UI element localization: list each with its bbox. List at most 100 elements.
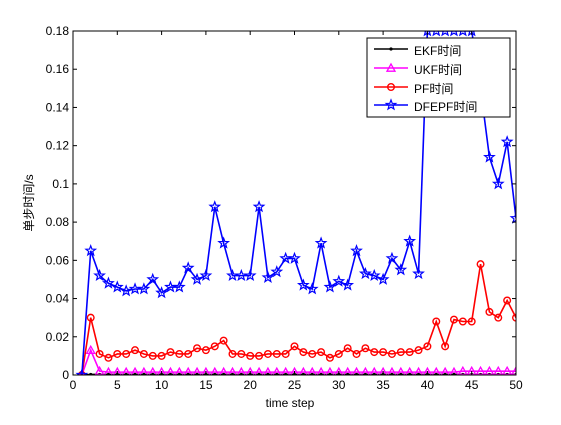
legend-entry-ukf: UKF时间 [374, 62, 462, 77]
data-point-ekf-point-marker [133, 372, 137, 375]
data-point-dfepf-star-marker [491, 177, 505, 190]
data-point-ekf-point-marker [346, 372, 350, 375]
data-point-ekf-point-marker [301, 372, 305, 375]
data-point-dfepf-star-marker [296, 278, 310, 291]
data-point-ukf-triangle-marker [148, 366, 158, 375]
data-point-pf-circle-marker [86, 313, 95, 322]
data-point-pf-circle-marker [201, 346, 210, 355]
data-point-dfepf-star-marker [509, 211, 516, 224]
data-point-dfepf-star-marker [102, 276, 115, 289]
data-point-dfepf-star-marker [358, 266, 372, 280]
data-point-ukf-triangle-marker [316, 366, 326, 375]
data-point-ekf-point-marker [230, 372, 235, 375]
data-point-pf-circle-marker [503, 296, 512, 305]
data-point-dfepf-star-marker [261, 270, 275, 283]
data-point-ekf-point-marker [124, 372, 128, 375]
data-point-pf-circle-marker [219, 336, 228, 345]
data-point-ukf-triangle-marker [405, 366, 415, 375]
data-point-dfepf-star-marker [252, 200, 266, 213]
data-point-ekf-point-marker [390, 372, 394, 375]
data-point-pf-circle-marker [184, 349, 193, 358]
data-point-ekf-point-marker [416, 372, 421, 375]
data-point-pf-circle-marker [228, 349, 237, 358]
data-point-pf-circle-marker [317, 348, 326, 357]
data-point-dfepf-star-marker [172, 280, 186, 293]
data-point-ukf-triangle-marker [484, 365, 495, 375]
legend-ekf-point-marker [389, 47, 393, 51]
data-point-ukf-triangle-marker [219, 366, 229, 375]
data-point-pf-circle-marker [139, 349, 148, 358]
data-point-ukf-triangle-marker [369, 366, 379, 375]
data-point-ukf-triangle-marker [449, 366, 459, 375]
data-point-dfepf-star-marker [450, 31, 458, 37]
data-point-dfepf-star-marker [341, 278, 355, 291]
data-point-ekf-point-marker [399, 372, 403, 375]
data-point-pf-circle-marker [122, 349, 131, 358]
data-point-dfepf-star-marker [75, 368, 89, 375]
data-point-dfepf-star-marker [385, 251, 399, 264]
y-tick-label: 0.16 [46, 62, 70, 76]
data-point-ekf-point-marker [89, 372, 93, 375]
data-point-pf-circle-marker [246, 351, 255, 360]
data-point-ukf-triangle-marker [502, 365, 513, 375]
data-point-ukf-triangle-marker [281, 366, 291, 375]
data-point-ekf-point-marker [168, 372, 173, 375]
x-tick-label: 10 [155, 378, 169, 392]
data-point-ukf-triangle-marker [396, 366, 406, 375]
data-point-ekf-point-marker [213, 372, 217, 375]
data-point-ukf-triangle-marker [510, 365, 516, 375]
data-point-ukf-triangle-marker [440, 366, 450, 375]
y-tick-label: 0.18 [46, 24, 70, 38]
data-point-pf-circle-marker [255, 351, 264, 360]
data-point-ukf-triangle-marker [254, 366, 264, 375]
data-point-ukf-triangle-marker [351, 366, 362, 375]
data-point-dfepf-star-marker [84, 244, 98, 257]
data-point-dfepf-star-marker [155, 286, 168, 299]
data-point-ekf-point-marker [354, 372, 359, 375]
x-tick-label: 35 [376, 378, 390, 392]
x-tick-label: 5 [114, 378, 121, 392]
data-point-pf-circle-marker [299, 348, 308, 357]
data-point-ekf-point-marker [443, 372, 447, 375]
y-tick-label: 0.14 [46, 100, 70, 114]
data-point-ekf-point-marker [177, 372, 181, 375]
data-point-ukf-triangle-marker [289, 366, 300, 375]
data-point-pf-circle-marker [370, 348, 379, 357]
legend-label-pf: PF时间 [414, 82, 453, 96]
data-point-ukf-triangle-marker [387, 366, 397, 375]
data-point-pf-circle-marker [334, 349, 343, 358]
data-point-ukf-triangle-marker [378, 366, 388, 375]
data-point-ukf-triangle-marker [245, 366, 255, 375]
data-point-dfepf-star-marker [458, 31, 467, 37]
series-line-dfepf [81, 31, 516, 375]
data-point-pf-circle-marker [441, 342, 450, 351]
data-point-pf-circle-marker [281, 349, 290, 358]
series-line-pf [81, 264, 516, 375]
data-point-ekf-point-marker [452, 372, 456, 375]
data-point-dfepf-star-marker [137, 282, 151, 295]
data-point-ukf-triangle-marker [413, 366, 424, 375]
data-point-ukf-triangle-marker [457, 365, 468, 375]
x-tick-label: 50 [509, 378, 523, 392]
x-tick-label: 45 [465, 378, 479, 392]
data-point-dfepf-star-marker [146, 272, 160, 285]
data-point-dfepf-star-marker [190, 272, 204, 285]
data-point-pf-circle-marker [95, 349, 104, 358]
data-point-ukf-triangle-marker [112, 366, 122, 375]
data-point-pf-circle-marker [423, 342, 432, 351]
data-point-dfepf-star-marker [483, 150, 496, 163]
data-point-ukf-triangle-marker [94, 365, 105, 375]
series-line-ukf [81, 347, 516, 375]
data-point-pf-circle-marker [325, 353, 334, 362]
data-point-pf-circle-marker [476, 260, 485, 269]
data-point-pf-circle-marker [414, 346, 423, 355]
data-point-dfepf-star-marker [412, 266, 425, 280]
data-point-dfepf-star-marker [350, 244, 363, 257]
data-point-pf-circle-marker [361, 344, 370, 353]
data-point-ekf-point-marker [275, 372, 279, 375]
data-point-ukf-triangle-marker [343, 366, 353, 375]
data-point-ukf-triangle-marker [263, 366, 273, 375]
data-point-pf-circle-marker [458, 317, 467, 326]
data-point-ekf-point-marker [186, 372, 190, 375]
